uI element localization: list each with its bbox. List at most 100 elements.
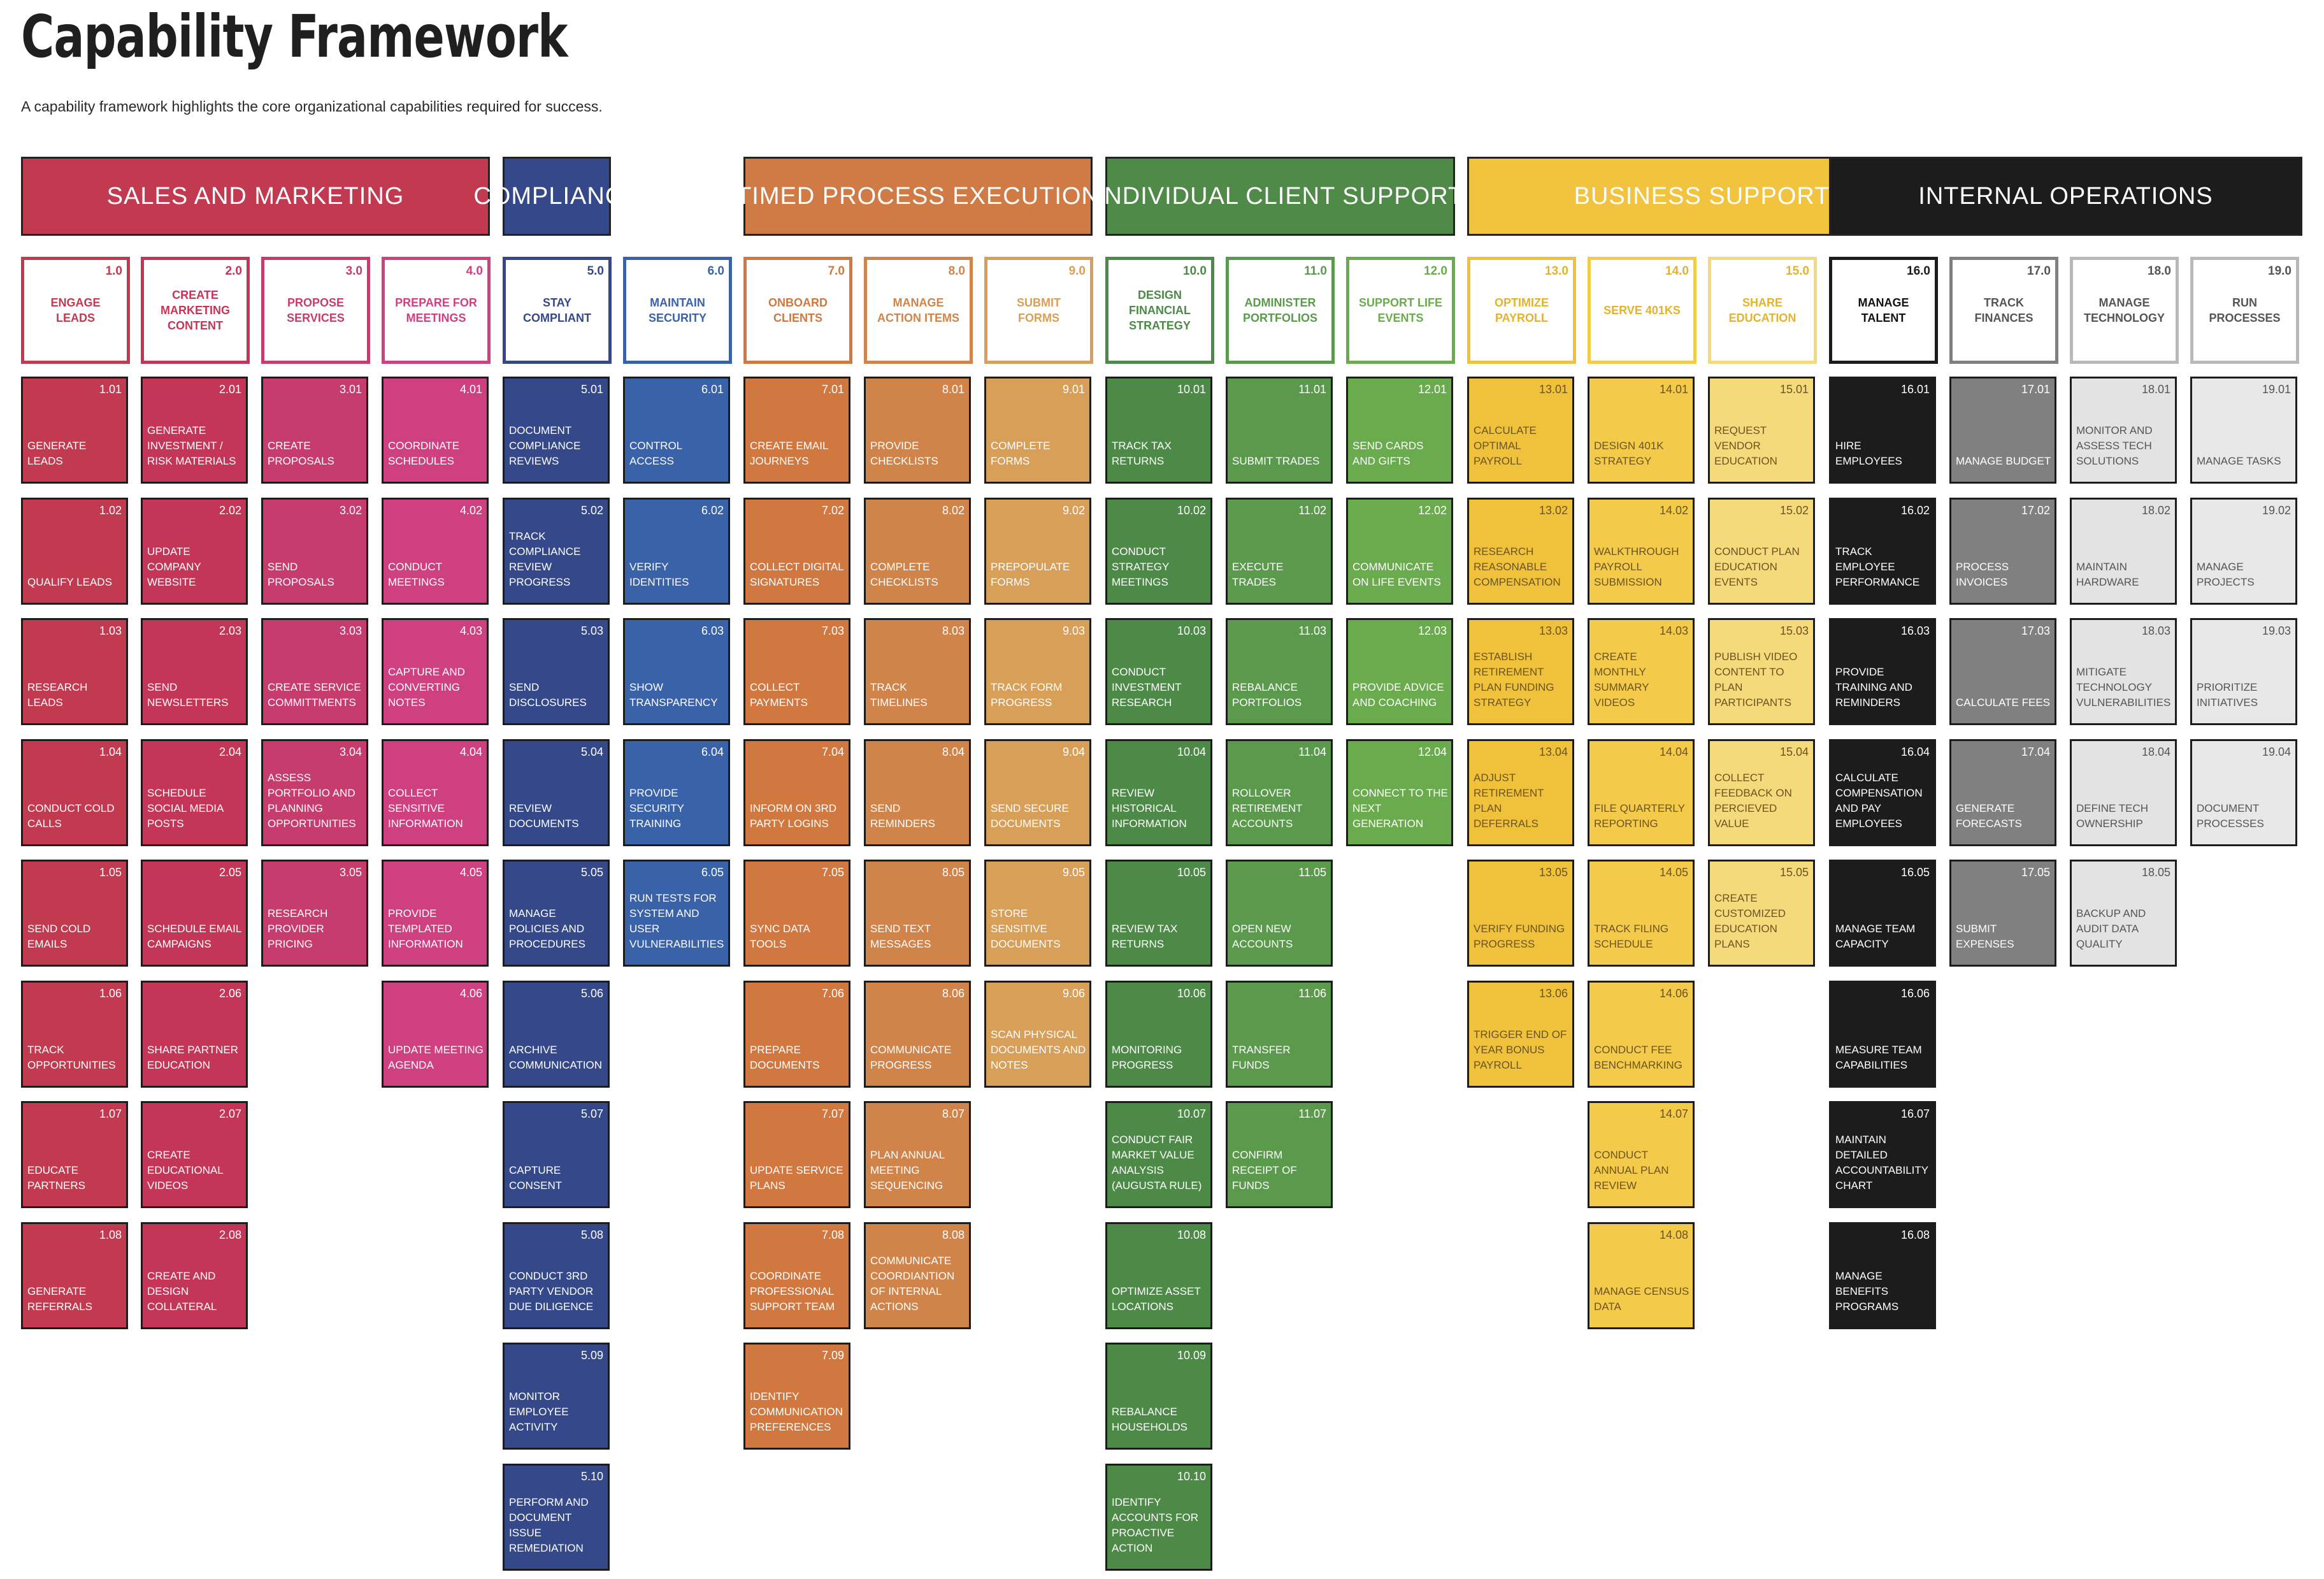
capability-header: 10.0 DESIGN FINANCIAL STRATEGY: [1105, 257, 1214, 364]
capability-tile: 9.03 Track form progress: [984, 618, 1091, 725]
tile-number: 13.05: [1539, 866, 1568, 879]
capability-header: 4.0 PREPARE FOR MEETINGS: [382, 257, 491, 364]
capability-tile: 16.08 Manage benefits programs: [1829, 1222, 1936, 1329]
capability-name: SERVE 401KS: [1603, 304, 1681, 317]
capability-header: 7.0 ONBOARD CLIENTS: [743, 257, 852, 364]
capability-name: MAINTAIN SECURITY: [648, 296, 707, 324]
tile-label: Rollover retirement accounts: [1232, 787, 1303, 830]
capability-tile: 10.03 Conduct investment research: [1105, 618, 1212, 725]
tile-number: 19.02: [2262, 504, 2291, 517]
tile-label: Share partner education: [147, 1044, 238, 1071]
tile-number: 16.06: [1900, 987, 1930, 1000]
tile-label: Manage team capacity: [1835, 923, 1916, 950]
capability-name: TRACK FINANCES: [1974, 296, 2034, 324]
tile-number: 12.04: [1417, 746, 1447, 758]
capability-tile: 19.02 Manage projects: [2190, 498, 2297, 605]
capability-number: 8.0: [948, 264, 965, 278]
tile-number: 6.03: [701, 624, 724, 637]
capability-number: 7.0: [828, 264, 845, 278]
group-header: COMPLIANCE: [473, 157, 640, 236]
tile-label: Document compliance reviews: [509, 424, 581, 467]
tile-number: 5.01: [580, 383, 603, 396]
capability-tile: 16.03 Provide training and reminders: [1829, 618, 1936, 725]
capability-tile: 7.03 Collect payments: [743, 618, 850, 725]
capability-number: 16.0: [1907, 264, 1930, 278]
capability-tile: 1.04 Conduct cold calls: [21, 739, 128, 846]
tile-label: Design 401k strategy: [1594, 440, 1664, 467]
tile-number: 16.02: [1900, 504, 1930, 517]
tile-number: 2.03: [219, 624, 241, 637]
tile-label: Provide checklists: [870, 440, 938, 467]
capability-number: 6.0: [707, 264, 724, 278]
tile-number: 14.07: [1659, 1107, 1688, 1120]
group-header-title: SALES AND MARKETING: [106, 182, 405, 210]
capability-tile: 14.04 File quarterly reporting: [1588, 739, 1695, 846]
capability-header: 8.0 MANAGE ACTION ITEMS: [864, 257, 973, 364]
tile-label: Adjust retirement plan deferrals: [1474, 772, 1544, 830]
capability-header: 17.0 TRACK FINANCES: [1949, 257, 2058, 364]
capability-header: 13.0 OPTIMIZE PAYROLL: [1467, 257, 1576, 364]
tile-number: 5.02: [580, 504, 603, 517]
capability-tile: 13.04 Adjust retirement plan deferrals: [1467, 739, 1574, 846]
capability-header: 3.0 PROPOSE SERVICES: [261, 257, 370, 364]
capability-number: 12.0: [1424, 264, 1447, 278]
capability-tile: 13.05 Verify funding progress: [1467, 860, 1574, 967]
tile-label: Create and design collateral: [147, 1270, 217, 1313]
tile-label: Conduct plan education events: [1714, 545, 1800, 588]
capability-tile: 8.07 Plan annual meeting sequencing: [864, 1101, 971, 1208]
capability-tile: 10.05 Review tax returns: [1105, 860, 1212, 967]
capability-tile: 14.03 Create monthly summary videos: [1588, 618, 1695, 725]
tile-number: 7.05: [821, 866, 844, 879]
capability-tile: 14.02 Walkthrough payroll submission: [1588, 498, 1695, 605]
tile-label: Monitor employee activity: [509, 1390, 569, 1433]
tile-label: Collect digital signatures: [750, 561, 844, 588]
tile-label: Educate partners: [27, 1164, 86, 1192]
tile-label: Monitor and assess tech solutions: [2076, 424, 2153, 467]
tile-label: Provide advice and coaching: [1352, 681, 1444, 709]
tile-number: 8.04: [942, 746, 965, 758]
tile-label: Conduct cold calls: [27, 802, 115, 830]
capability-header: 16.0 MANAGE TALENT: [1829, 257, 1938, 364]
capability-number: 19.0: [2268, 264, 2292, 278]
capability-tile: 18.05 Backup and audit data quality: [2070, 860, 2177, 967]
tile-number: 17.03: [2021, 624, 2050, 637]
capability-tile: 4.05 Provide templated information: [382, 860, 489, 967]
tile-number: 14.08: [1659, 1229, 1688, 1241]
capability-tile: 11.03 Rebalance portfolios: [1226, 618, 1333, 725]
capability-tile: 1.03 Research leads: [21, 618, 128, 725]
capability-tile: 15.05 Create customized education plans: [1708, 860, 1815, 967]
tile-number: 1.01: [99, 383, 122, 396]
tile-label: Create service committments: [268, 681, 361, 709]
tile-label: Generate investment / risk materials: [147, 424, 236, 467]
group-header-title: TIMED PROCESS EXECUTION: [736, 182, 1100, 210]
tile-number: 2.04: [219, 746, 241, 758]
page-title: Capability Framework: [21, 3, 568, 71]
tile-label: Collect payments: [750, 681, 808, 709]
capability-tile: 13.03 Establish retirement plan funding s…: [1467, 618, 1574, 725]
capability-tile: 16.02 Track employee performance: [1829, 498, 1936, 605]
tile-label: Send cards and gifts: [1352, 440, 1424, 467]
tile-label: Document processes: [2197, 802, 2264, 830]
tile-number: 1.08: [99, 1229, 122, 1241]
tile-label: Rebalance households: [1112, 1406, 1188, 1433]
tile-label: Create customized education plans: [1714, 892, 1786, 950]
capability-tile: 14.06 Conduct fee benchmarking: [1588, 981, 1695, 1088]
capability-tile: 11.06 Transfer funds: [1226, 981, 1333, 1088]
capability-tile: 7.08 Coordinate professional support team: [743, 1222, 850, 1329]
tile-number: 5.09: [580, 1349, 603, 1362]
capability-tile: 10.10 Identify accounts for proactive act…: [1105, 1464, 1212, 1571]
tile-label: Communicate progress: [870, 1044, 952, 1071]
capability-tile: 5.01 Document compliance reviews: [503, 377, 610, 484]
tile-label: Provide security training: [629, 787, 684, 830]
capability-number: 9.0: [1068, 264, 1086, 278]
tile-label: Calculate fees: [1956, 696, 2051, 709]
tile-number: 14.01: [1659, 383, 1688, 396]
tile-label: Capture consent: [509, 1164, 563, 1192]
tile-number: 7.06: [821, 987, 844, 1000]
tile-number: 9.01: [1062, 383, 1085, 396]
tile-label: Sync data tools: [750, 923, 810, 950]
capability-tile: 12.03 Provide advice and coaching: [1346, 618, 1453, 725]
capability-tile: 16.07 Maintain detailed accountability ch…: [1829, 1101, 1936, 1208]
capability-name: SUBMIT FORMS: [1017, 296, 1061, 324]
capability-number: 4.0: [466, 264, 483, 278]
